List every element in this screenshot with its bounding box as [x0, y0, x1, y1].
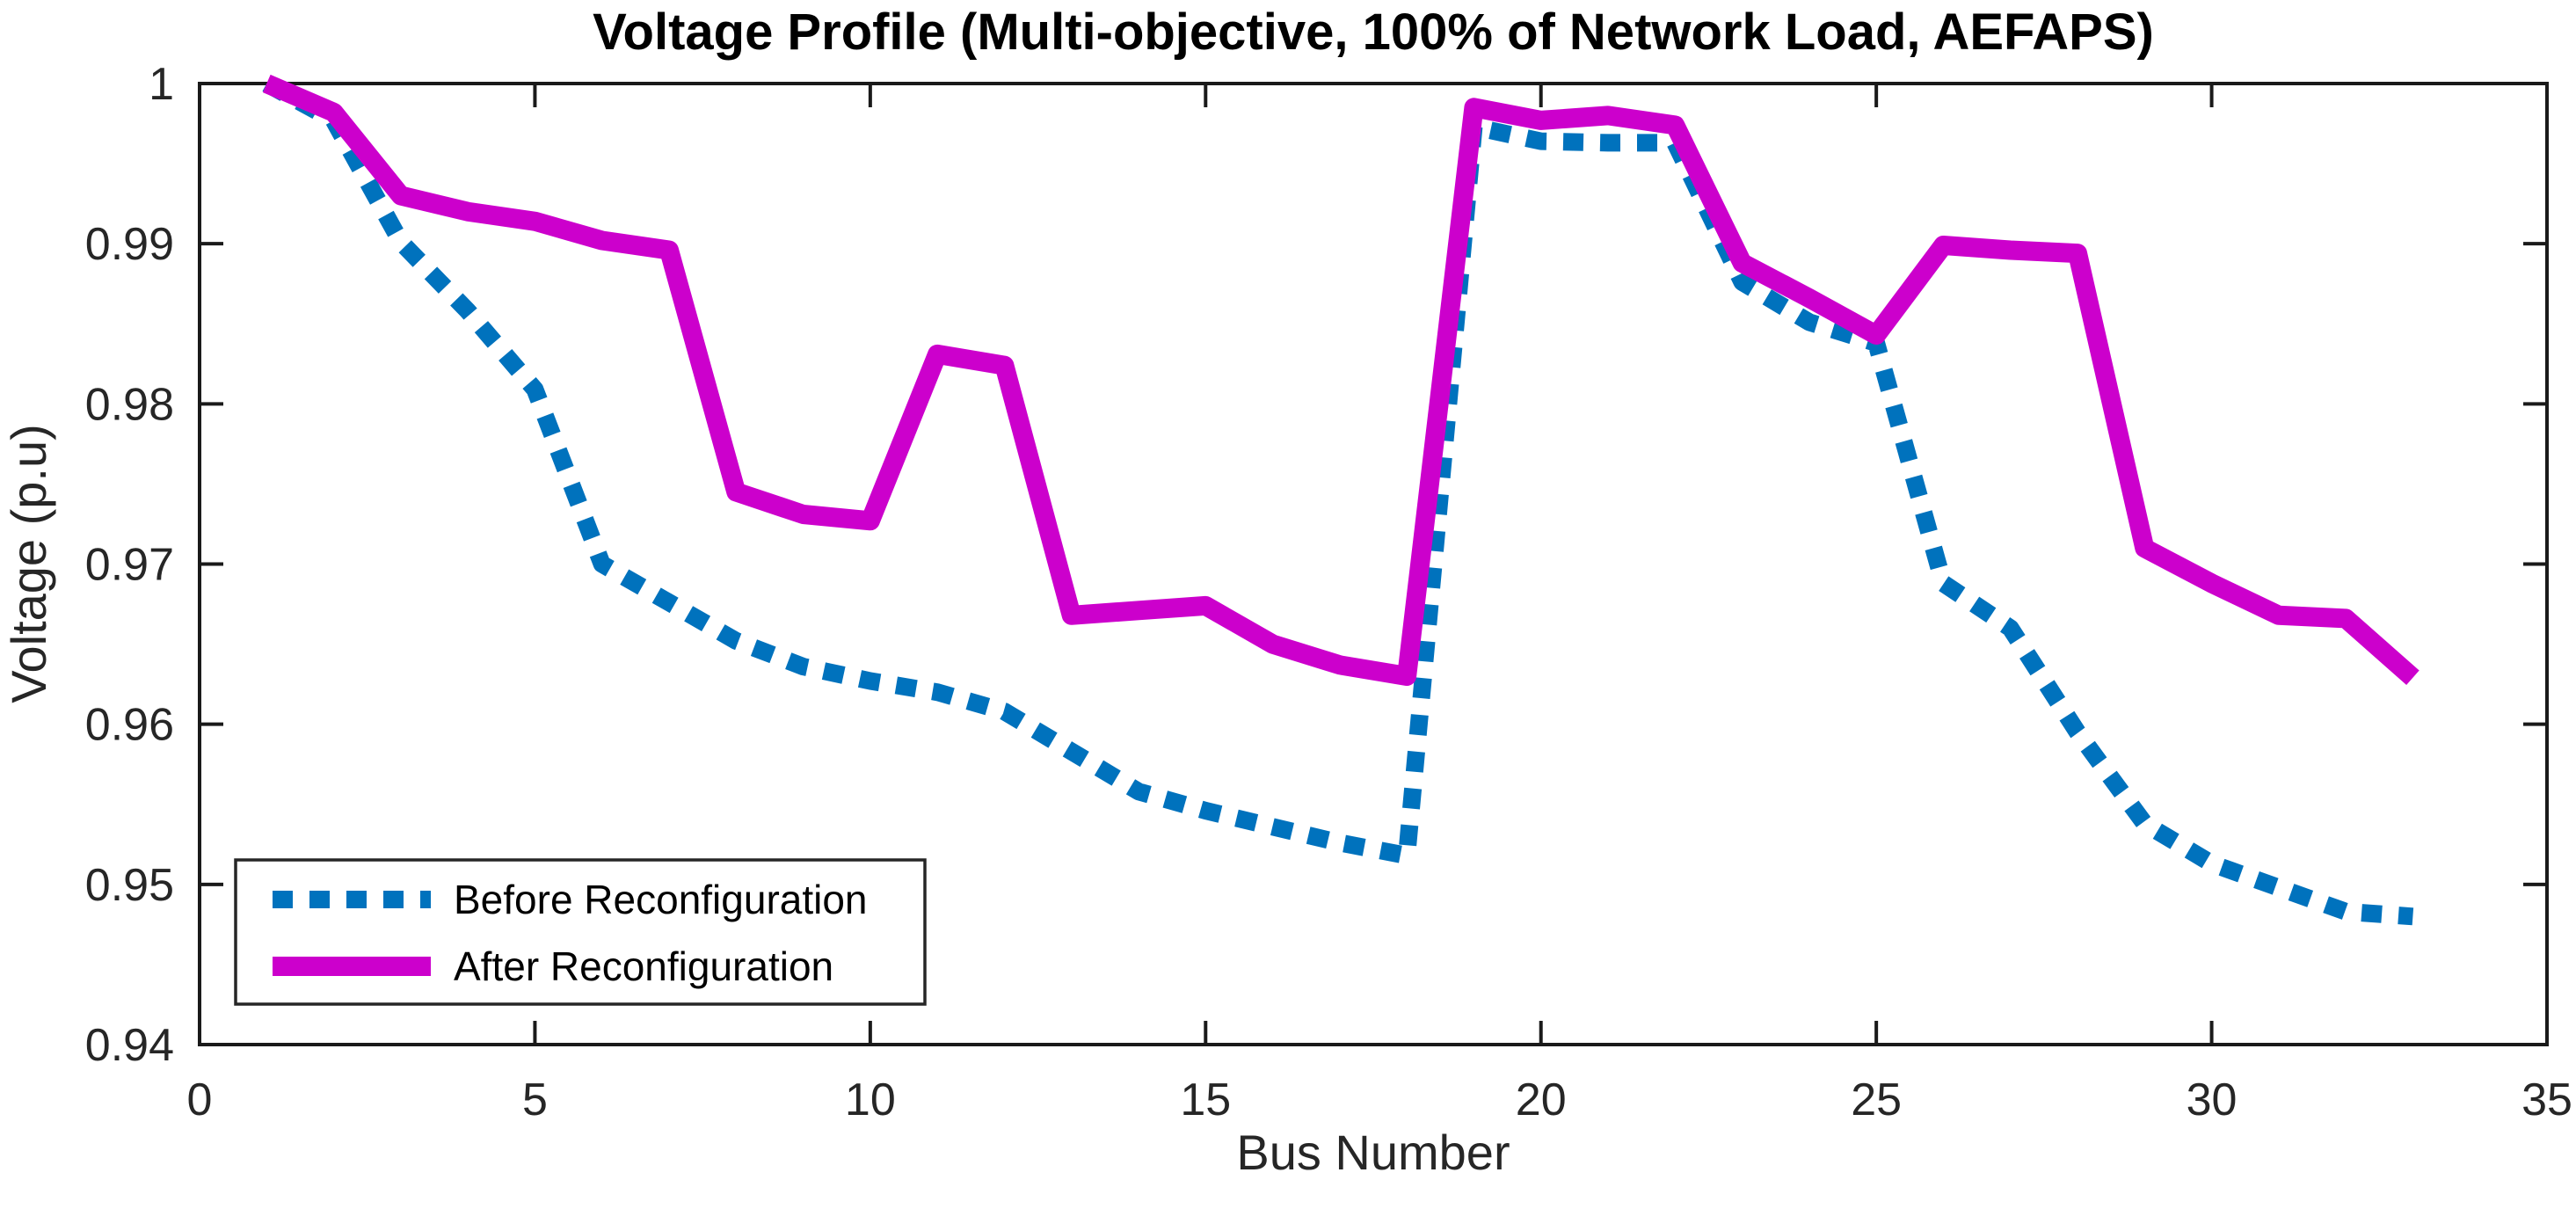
y-tick-label: 0.98 [85, 379, 174, 430]
x-tick-label: 10 [845, 1074, 896, 1125]
legend-label-before: Before Reconfiguration [454, 877, 868, 922]
y-axis-label: Voltage (p.u) [1, 424, 56, 703]
legend-box [234, 858, 927, 1006]
y-tick-label: 0.99 [85, 219, 174, 270]
y-tick-label: 0.94 [85, 1020, 174, 1071]
series-line-after [262, 74, 2420, 686]
axis-ticks: 0 5 10 15 20 25 30 35 0.94 0.95 0.96 0.97 0.98 0.99 1 [85, 59, 2572, 1125]
x-tick-label: 25 [1851, 1074, 1902, 1125]
y-tick-label: 1 [149, 59, 174, 110]
y-tick-label: 0.97 [85, 540, 174, 591]
series-line-before [262, 76, 2414, 926]
x-tick-label: 35 [2521, 1074, 2572, 1125]
x-tick-label: 20 [1516, 1074, 1567, 1125]
x-axis-label: Bus Number [1236, 1125, 1510, 1180]
y-tick-label: 0.95 [85, 860, 174, 911]
x-tick-label: 30 [2187, 1074, 2238, 1125]
x-tick-label: 5 [522, 1074, 548, 1125]
legend-samples [234, 858, 927, 1006]
data-series [262, 74, 2420, 926]
x-tick-label: 15 [1180, 1074, 1231, 1125]
chart-title: Voltage Profile (Multi-objective, 100% o… [593, 4, 2154, 61]
x-tick-label: 0 [187, 1074, 213, 1125]
legend-label-after: After Reconfiguration [454, 943, 833, 989]
y-tick-label: 0.96 [85, 700, 174, 751]
